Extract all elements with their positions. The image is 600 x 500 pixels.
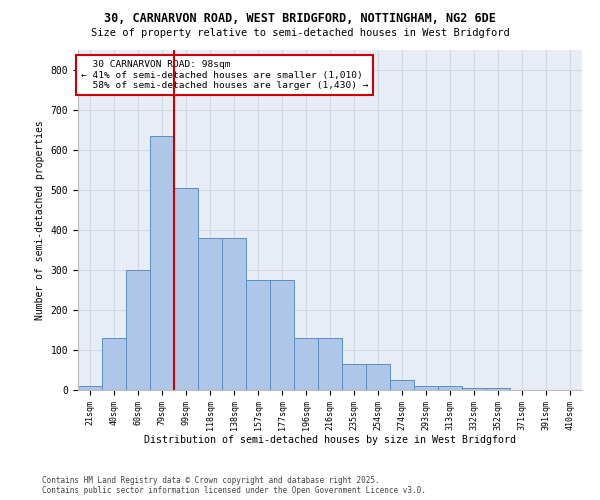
Bar [462,388,486,390]
X-axis label: Distribution of semi-detached houses by size in West Bridgford: Distribution of semi-detached houses by … [144,436,516,446]
Bar [318,338,342,390]
Bar [78,386,102,390]
Text: 30, CARNARVON ROAD, WEST BRIDGFORD, NOTTINGHAM, NG2 6DE: 30, CARNARVON ROAD, WEST BRIDGFORD, NOTT… [104,12,496,26]
Text: 30 CARNARVON ROAD: 98sqm
← 41% of semi-detached houses are smaller (1,010)
  58%: 30 CARNARVON ROAD: 98sqm ← 41% of semi-d… [80,60,368,90]
Bar [438,386,462,390]
Bar [198,238,222,390]
Bar [246,280,270,390]
Bar [150,136,174,390]
Y-axis label: Number of semi-detached properties: Number of semi-detached properties [35,120,45,320]
Text: Contains HM Land Registry data © Crown copyright and database right 2025.
Contai: Contains HM Land Registry data © Crown c… [42,476,426,495]
Bar [174,188,198,390]
Bar [270,280,294,390]
Bar [342,364,366,390]
Bar [294,338,318,390]
Bar [366,364,390,390]
Bar [414,386,438,390]
Bar [102,338,126,390]
Bar [222,238,246,390]
Bar [126,270,150,390]
Bar [486,388,510,390]
Text: Size of property relative to semi-detached houses in West Bridgford: Size of property relative to semi-detach… [91,28,509,38]
Bar [390,380,414,390]
